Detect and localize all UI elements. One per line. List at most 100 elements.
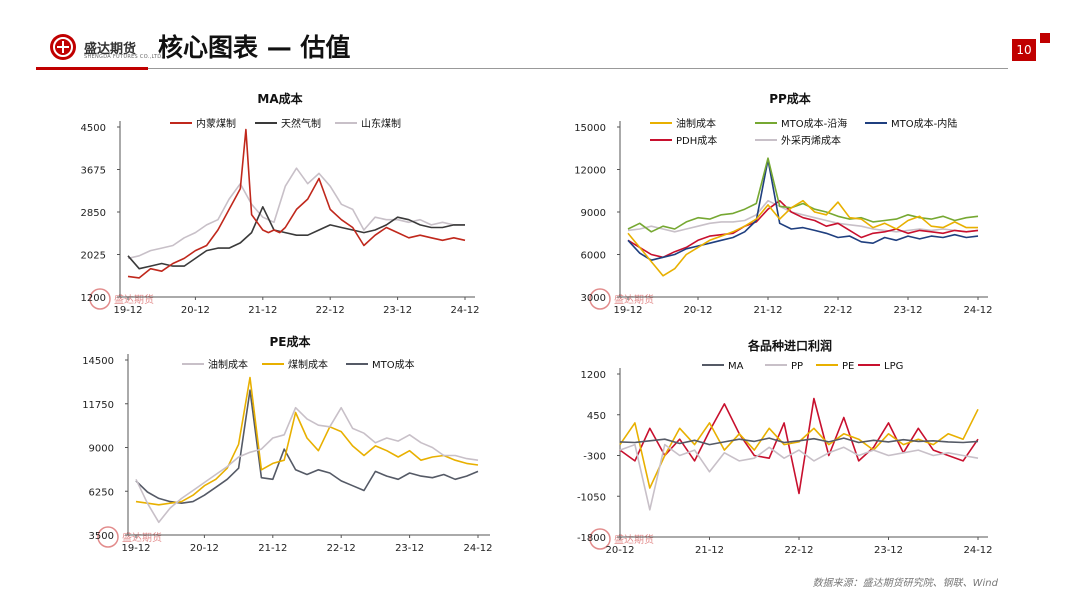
data-source-note: 数据来源：盛达期货研究院、钢联、Wind bbox=[812, 578, 998, 589]
company-name: 盛达期货 bbox=[84, 42, 137, 57]
watermark-text: 盛达期货 bbox=[122, 531, 162, 544]
watermark: 盛达期货 bbox=[589, 528, 654, 550]
title-underline bbox=[148, 68, 1008, 69]
watermark-text: 盛达期货 bbox=[614, 533, 654, 546]
legend-label: PP bbox=[791, 361, 803, 372]
series-line bbox=[619, 443, 979, 511]
x-tick-label: 24-12 bbox=[963, 545, 992, 556]
y-tick-label: 9000 bbox=[89, 444, 114, 455]
watermark-logo-icon bbox=[589, 288, 611, 310]
x-tick-label: 24-12 bbox=[963, 305, 992, 316]
x-tick-label: 23-12 bbox=[874, 545, 903, 556]
ma-cost-chart: 盛达期货 MA成本 1200 2025 2850 3675 4500 19-12 20-12 21… bbox=[81, 91, 480, 316]
legend-label: MA bbox=[728, 361, 744, 372]
y-tick-label: -1800 bbox=[577, 533, 606, 544]
y-tick-label: 6250 bbox=[89, 487, 114, 498]
watermark-text: 盛达期货 bbox=[614, 293, 654, 306]
watermark-logo-icon bbox=[89, 288, 111, 310]
legend-label: 内蒙煤制 bbox=[196, 117, 236, 130]
series-line bbox=[127, 128, 466, 279]
series-line bbox=[619, 437, 979, 446]
legend-label: MTO成本 bbox=[372, 358, 415, 371]
legend-label: 天然气制 bbox=[281, 117, 321, 130]
y-tick-label: 2025 bbox=[81, 251, 106, 262]
y-tick-label: 15000 bbox=[574, 123, 606, 134]
x-tick-label: 22-12 bbox=[327, 543, 356, 554]
legend-label: MTO成本-沿海 bbox=[781, 117, 847, 130]
y-tick-label: -1050 bbox=[577, 492, 606, 503]
legend-label: 油制成本 bbox=[676, 117, 716, 130]
y-tick-label: 1200 bbox=[81, 293, 106, 304]
y-tick-label: 3000 bbox=[581, 293, 606, 304]
x-tick-label: 24-12 bbox=[463, 543, 492, 554]
legend-label: LPG bbox=[884, 361, 903, 372]
slide-title: 核心图表 — 估值 bbox=[158, 33, 351, 62]
x-tick-label: 21-12 bbox=[753, 305, 782, 316]
x-tick-label: 24-12 bbox=[450, 305, 479, 316]
y-tick-label: 3500 bbox=[89, 531, 114, 542]
title-underline-accent bbox=[36, 67, 148, 70]
x-tick-label: 19-12 bbox=[113, 305, 142, 316]
watermark: 盛达期货 bbox=[97, 526, 162, 548]
x-tick-label: 20-12 bbox=[683, 305, 712, 316]
series-line bbox=[627, 157, 979, 233]
chart-title: MA成本 bbox=[257, 91, 302, 106]
pp-cost-chart: 盛达期货 PP成本 3000 6000 9000 12000 15000 19-12 20-12… bbox=[574, 91, 992, 316]
series-line bbox=[627, 199, 978, 277]
legend-label: 山东煤制 bbox=[361, 117, 401, 130]
company-logo-icon bbox=[50, 34, 76, 60]
x-tick-label: 20-12 bbox=[605, 545, 634, 556]
x-tick-label: 23-12 bbox=[893, 305, 922, 316]
import-profit-chart: 盛达期货 各品种进口利润 -1800 -1050 -300 450 1200 20-12 21-… bbox=[577, 338, 993, 556]
legend-label: PE bbox=[842, 361, 854, 372]
x-tick-label: 20-12 bbox=[190, 543, 219, 554]
page-number: 10 bbox=[1012, 39, 1036, 61]
legend-label: 油制成本 bbox=[208, 358, 248, 371]
y-tick-label: 14500 bbox=[82, 356, 114, 367]
y-tick-label: 450 bbox=[587, 411, 606, 422]
series-line bbox=[627, 158, 979, 261]
x-tick-label: 20-12 bbox=[181, 305, 210, 316]
legend-label: 外采丙烯成本 bbox=[781, 134, 841, 147]
x-tick-label: 21-12 bbox=[695, 545, 724, 556]
series-line bbox=[127, 167, 465, 260]
x-tick-label: 22-12 bbox=[784, 545, 813, 556]
y-tick-label: 4500 bbox=[81, 123, 106, 134]
series-line bbox=[135, 389, 479, 504]
chart-title: PE成本 bbox=[270, 334, 311, 349]
x-tick-label: 19-12 bbox=[613, 305, 642, 316]
pe-cost-chart: 盛达期货 PE成本 3500 6250 9000 11750 14500 19-12 20-12… bbox=[82, 334, 492, 554]
y-tick-label: 11750 bbox=[82, 400, 114, 411]
company-name-english: SHENGDA FUTURES CO.,LTD. bbox=[84, 54, 164, 60]
x-tick-label: 21-12 bbox=[258, 543, 287, 554]
watermark-text: 盛达期货 bbox=[114, 293, 154, 306]
page-corner-square bbox=[1040, 33, 1050, 43]
chart-title: 各品种进口利润 bbox=[747, 338, 832, 353]
y-tick-label: 12000 bbox=[574, 166, 606, 177]
watermark-logo-icon bbox=[97, 526, 119, 548]
watermark: 盛达期货 bbox=[89, 288, 154, 310]
legend-label: MTO成本-内陆 bbox=[891, 117, 957, 130]
x-tick-label: 23-12 bbox=[395, 543, 424, 554]
series-line bbox=[627, 199, 979, 233]
x-tick-label: 23-12 bbox=[383, 305, 412, 316]
legend-label: PDH成本 bbox=[676, 134, 717, 147]
watermark: 盛达期货 bbox=[589, 288, 654, 310]
watermark-logo-icon bbox=[589, 528, 611, 550]
y-tick-label: 1200 bbox=[581, 370, 606, 381]
x-tick-label: 22-12 bbox=[316, 305, 345, 316]
series-line bbox=[135, 406, 479, 524]
y-tick-label: 3675 bbox=[81, 166, 106, 177]
legend-label: 煤制成本 bbox=[288, 358, 328, 371]
x-tick-label: 22-12 bbox=[823, 305, 852, 316]
chart-title: PP成本 bbox=[769, 91, 811, 106]
series-line bbox=[627, 199, 979, 259]
series-line bbox=[135, 376, 479, 506]
y-tick-label: 2850 bbox=[81, 208, 106, 219]
series-line bbox=[619, 408, 979, 489]
y-tick-label: 9000 bbox=[581, 208, 606, 219]
y-tick-label: 6000 bbox=[581, 251, 606, 262]
x-tick-label: 21-12 bbox=[248, 305, 277, 316]
series-line bbox=[127, 206, 465, 270]
x-tick-label: 19-12 bbox=[121, 543, 150, 554]
